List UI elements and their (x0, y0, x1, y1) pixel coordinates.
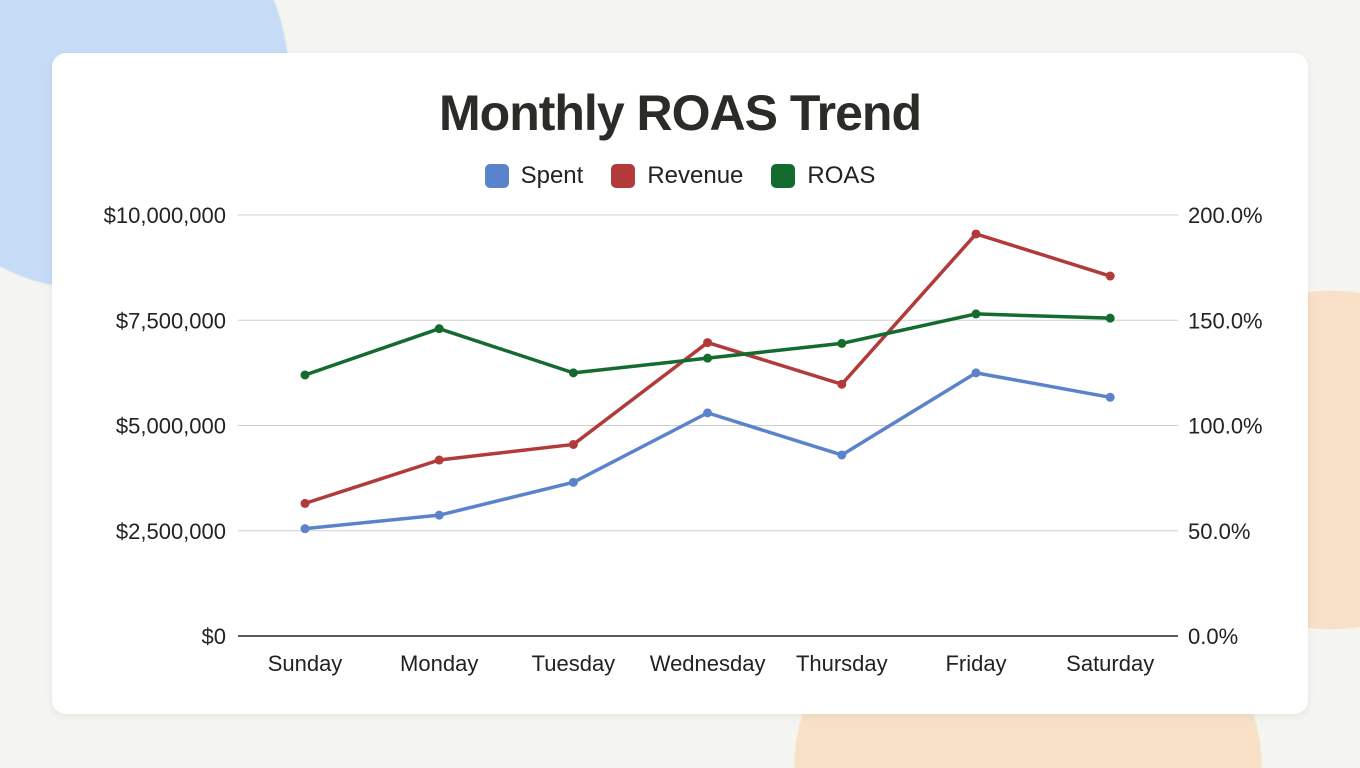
data-point-revenue (300, 498, 310, 508)
data-point-spent (1105, 392, 1115, 402)
y-left-tick-label: $0 (202, 624, 226, 649)
x-tick-label: Sunday (268, 651, 343, 676)
data-point-roas (434, 324, 444, 334)
data-point-spent (837, 450, 847, 460)
data-point-revenue (568, 439, 578, 449)
data-point-spent (434, 510, 444, 520)
y-left-tick-label: $5,000,000 (116, 414, 226, 439)
data-point-roas (300, 370, 310, 380)
x-tick-label: Thursday (796, 651, 888, 676)
data-point-revenue (434, 455, 444, 465)
data-point-revenue (1105, 271, 1115, 281)
legend-swatch (771, 164, 796, 188)
y-right-tick-label: 200.0% (1188, 203, 1263, 228)
series-line-spent (304, 371, 1111, 531)
data-point-revenue (703, 338, 713, 348)
x-tick-label: Tuesday (532, 651, 616, 676)
data-point-revenue (837, 379, 847, 389)
y-right-tick-label: 0.0% (1188, 624, 1238, 649)
legend-label: Spent (520, 162, 584, 189)
data-point-spent (703, 408, 713, 418)
legend-label: ROAS (807, 162, 876, 189)
y-left-tick-label: $7,500,000 (116, 308, 226, 333)
data-point-roas (1105, 313, 1115, 323)
y-right-tick-label: 150.0% (1188, 308, 1263, 333)
x-tick-label: Monday (400, 651, 478, 676)
data-point-spent (300, 524, 310, 534)
y-right-tick-label: 100.0% (1188, 414, 1263, 439)
y-left-tick-label: $2,500,000 (116, 519, 226, 544)
x-tick-label: Friday (945, 651, 1006, 676)
data-point-roas (703, 353, 713, 363)
legend-item-spent[interactable]: Spent (484, 162, 584, 190)
legend-label: Revenue (647, 162, 744, 189)
legend: Spent Revenue ROAS (0, 162, 1360, 190)
chart-card (52, 53, 1308, 714)
data-point-roas (971, 309, 981, 319)
data-point-roas (568, 368, 578, 378)
data-point-spent (971, 368, 981, 378)
data-point-roas (837, 338, 847, 348)
data-point-revenue (971, 229, 981, 239)
chart-title: Monthly ROAS Trend (439, 85, 922, 141)
x-tick-label: Saturday (1066, 651, 1154, 676)
y-left-tick-label: $10,000,000 (104, 203, 226, 228)
data-point-spent (568, 477, 578, 487)
legend-item-revenue[interactable]: Revenue (611, 162, 743, 190)
y-right-tick-label: 50.0% (1188, 519, 1250, 544)
series-line-revenue (304, 232, 1111, 506)
legend-swatch (484, 164, 509, 188)
legend-swatch (611, 164, 636, 188)
legend-item-roas[interactable]: ROAS (771, 162, 875, 190)
x-tick-label: Wednesday (650, 651, 766, 676)
